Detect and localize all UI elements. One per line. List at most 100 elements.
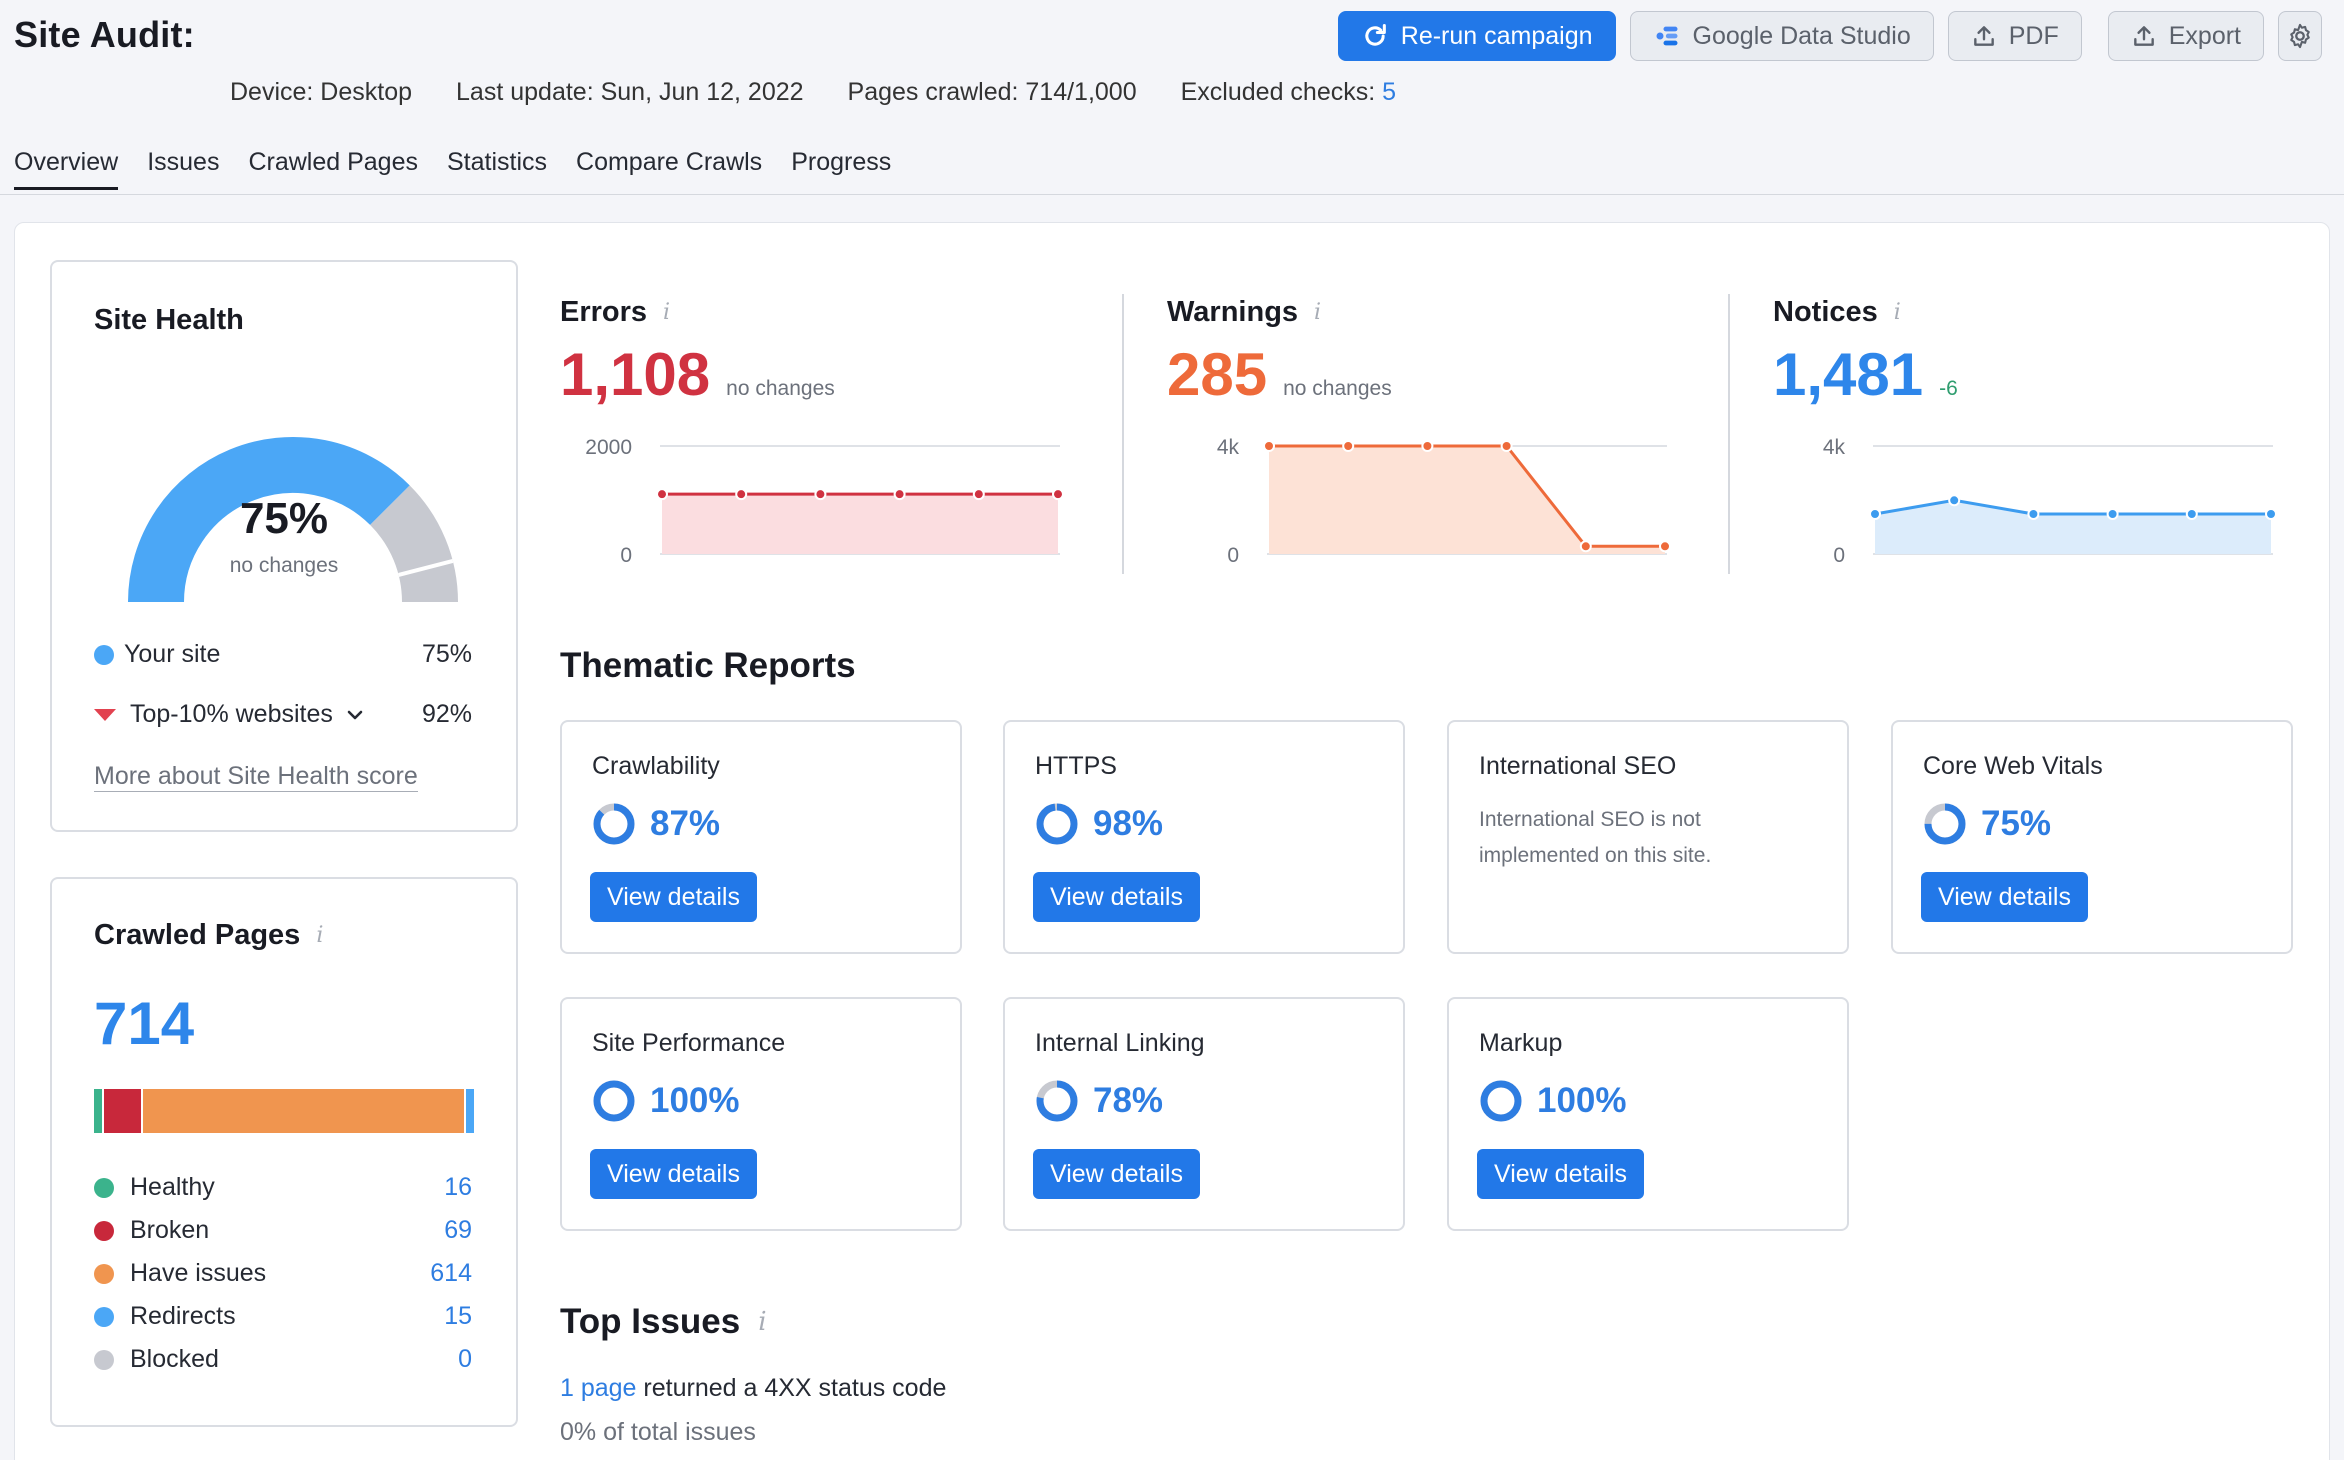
last-update: Last update: Sun, Jun 12, 2022 [456, 78, 804, 106]
info-icon[interactable]: i [316, 923, 324, 948]
y-tick-label: 4k [1217, 436, 1240, 459]
errors-change: no changes [726, 377, 835, 400]
warnings-figure: 285 no changes [1167, 340, 1392, 409]
crawled-pages-row-value[interactable]: 15 [444, 1302, 472, 1330]
errors-sparkline: 2000 0 [585, 436, 1064, 566]
info-icon[interactable]: i [1893, 300, 1901, 325]
view-details-button[interactable]: View details [1477, 1149, 1644, 1199]
top10-value: 92% [421, 700, 472, 728]
thematic-tile-site-performance: Site Performance 100% View details [560, 997, 962, 1231]
view-details-button[interactable]: View details [1033, 1149, 1200, 1199]
google-data-studio-button[interactable]: Google Data Studio [1629, 11, 1934, 61]
tile-score-row: 75% [1923, 802, 2051, 846]
tab-divider [0, 194, 2344, 195]
rerun-campaign-button[interactable]: Re-run campaign [1337, 11, 1616, 61]
crawled-pages-row-value[interactable]: 0 [458, 1345, 472, 1373]
sparkline-point[interactable] [814, 488, 827, 501]
tile-score-row: 98% [1035, 802, 1163, 846]
sparkline-point[interactable] [1579, 540, 1592, 553]
view-details-button[interactable]: View details [1921, 872, 2088, 922]
notices-value[interactable]: 1,481 [1773, 341, 1924, 408]
excluded-checks-link[interactable]: 5 [1382, 78, 1397, 106]
pages-crawled: Pages crawled: 714/1,000 [847, 78, 1137, 106]
legend-dot [94, 1263, 114, 1284]
top10-dropdown[interactable]: Top-10% websites [130, 700, 365, 729]
your-site-dot [94, 644, 114, 665]
crawled-pages-row: Blocked 0 [94, 1345, 472, 1374]
sparkline-point[interactable] [2106, 508, 2119, 521]
score-ring-icon [1036, 1080, 1078, 1122]
export-button[interactable]: Export [2107, 11, 2264, 61]
errors-value[interactable]: 1,108 [560, 341, 711, 408]
y-tick-label: 2000 [585, 436, 632, 459]
your-site-label: Your site [124, 640, 221, 668]
sparkline-point[interactable] [1659, 540, 1671, 553]
tab-crawled-pages[interactable]: Crawled Pages [248, 148, 418, 176]
issue-description: returned a 4XX status code [636, 1374, 947, 1402]
sparkline-point[interactable] [1869, 508, 1881, 521]
notices-label: Notices [1773, 296, 1878, 328]
thematic-tile-international-seo: International SEO International SEO is no… [1447, 720, 1849, 954]
crawled-pages-row-value[interactable]: 69 [444, 1216, 472, 1244]
tab-issues[interactable]: Issues [147, 148, 220, 176]
sparkline-line [1874, 498, 2271, 516]
sparkline-point[interactable] [1052, 488, 1064, 501]
toolbar: Re-run campaign Google Data Studio PDF E… [1337, 11, 2322, 61]
crawled-pages-card: Crawled Pages i 714 Healthy 16 Broken 69 Hav… [50, 877, 518, 1427]
sparkline-point[interactable] [972, 488, 985, 501]
notices-change: -6 [1939, 377, 1958, 400]
sparkline-point[interactable] [1500, 440, 1513, 452]
sparkline-point[interactable] [656, 488, 668, 501]
sparkline-point[interactable] [1342, 440, 1355, 452]
sparkline-line [1269, 444, 1665, 548]
sparkline-point[interactable] [893, 488, 906, 501]
tile-title: HTTPS [1035, 752, 1117, 780]
view-details-button[interactable]: View details [1033, 872, 1200, 922]
pdf-button[interactable]: PDF [1947, 11, 2082, 61]
tile-title: Core Web Vitals [1923, 752, 2103, 780]
sparkline-point[interactable] [2027, 508, 2040, 521]
tab-overview[interactable]: Overview [14, 148, 119, 190]
tab-statistics[interactable]: Statistics [446, 148, 548, 176]
sparkline-point[interactable] [2185, 508, 2198, 521]
warnings-header: Warnings i [1167, 296, 1707, 329]
site-health-more-link[interactable]: More about Site Health score [94, 762, 418, 792]
notices-panel: Notices i 1,481 -6 4k 0 [1773, 296, 2313, 586]
tab-progress[interactable]: Progress [791, 148, 892, 176]
sparkline-point[interactable] [1263, 440, 1275, 452]
chevron-down-icon [347, 710, 363, 719]
top-issues-title: Top Issues [560, 1302, 741, 1341]
crawled-pages-row-value[interactable]: 16 [444, 1173, 472, 1201]
view-details-button[interactable]: View details [590, 872, 757, 922]
crawled-pages-total[interactable]: 714 [94, 990, 195, 1057]
tab-bar: Overview Issues Crawled Pages Statistics… [14, 148, 2344, 190]
sparkline-area [662, 494, 1058, 554]
crawled-pages-bar-segment [142, 1089, 465, 1133]
info-icon[interactable]: i [758, 1307, 767, 1337]
sparkline-point[interactable] [2265, 508, 2277, 521]
crawled-pages-row-value[interactable]: 614 [430, 1259, 472, 1287]
sparkline-point[interactable] [1948, 494, 1961, 507]
legend-dot [94, 1306, 114, 1327]
tile-note: International SEO is not implemented on … [1479, 808, 1712, 867]
y-tick-label: 0 [1227, 544, 1239, 566]
settings-button[interactable] [2278, 11, 2322, 61]
pdf-label: PDF [2008, 21, 2059, 50]
crawled-pages-title: Crawled Pages [94, 919, 301, 951]
score-ring-icon [593, 1080, 635, 1122]
crawled-pages-row: Have issues 614 [94, 1259, 472, 1288]
warnings-value[interactable]: 285 [1167, 341, 1268, 408]
device-info: Device: Desktop [230, 78, 413, 106]
sparkline-point[interactable] [735, 488, 748, 501]
tab-compare-crawls[interactable]: Compare Crawls [576, 148, 763, 176]
sparkline-point[interactable] [1421, 440, 1434, 452]
export-label: Export [2168, 21, 2241, 50]
info-icon[interactable]: i [663, 300, 671, 325]
tile-score: 98% [1093, 804, 1164, 843]
info-icon[interactable]: i [1314, 300, 1322, 325]
view-details-button[interactable]: View details [590, 1149, 757, 1199]
issue-pages-link[interactable]: 1 page [560, 1374, 637, 1402]
crawled-pages-bar [94, 1089, 474, 1133]
warnings-sparkline: 4k 0 [1217, 436, 1671, 566]
errors-panel: Errors i 1,108 no changes 2000 0 [560, 296, 1100, 586]
